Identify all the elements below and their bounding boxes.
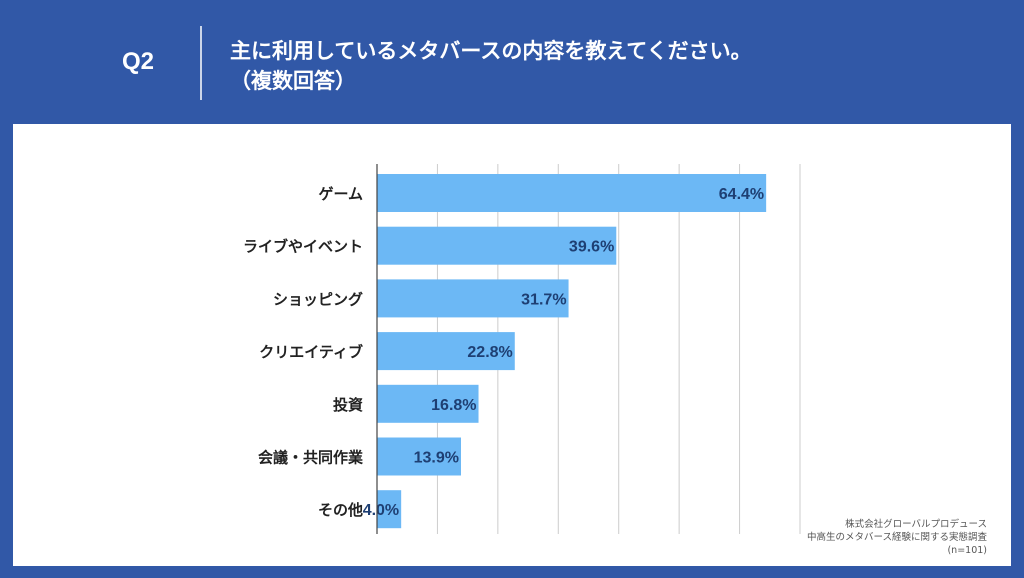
bar [377, 279, 569, 318]
chart-panel: ゲーム 64.4% ライブやイベント 39.6% ショッピング 31.7% クリエイティブ 2… [13, 124, 1011, 566]
source-sample-size: (n=101) [947, 545, 987, 556]
question-title-line1: 主に利用しているメタバースの内容を教えてください。 [230, 39, 752, 63]
bar [377, 490, 402, 529]
source-note: 株式会社グローバルプロデュース 中高生のメタバース経験に関する実態調査 (n=1… [807, 518, 987, 557]
bar [377, 174, 767, 212]
data-label: 13.9% [414, 450, 459, 467]
bar [377, 332, 515, 371]
data-label: 31.7% [521, 291, 566, 308]
header-divider [200, 26, 202, 100]
question-number: Q2 [122, 48, 155, 75]
data-label: 16.8% [431, 397, 476, 414]
question-title-line2: （複数回答） [230, 69, 356, 93]
bar [377, 226, 617, 265]
data-label: 4.0% [363, 502, 399, 519]
bar-chart: ゲーム 64.4% ライブやイベント 39.6% ショッピング 31.7% クリエイティブ 2… [243, 164, 801, 534]
category-label: 投資 [333, 396, 363, 414]
source-survey: 中高生のメタバース経験に関する実態調査 [806, 532, 987, 543]
bar [377, 437, 461, 476]
category-label: ショッピング [273, 290, 363, 308]
category-label: ライブやイベント [243, 238, 363, 256]
question-title: 主に利用しているメタバースの内容を教えてください。 （複数回答） [230, 36, 752, 96]
data-label: 22.8% [467, 344, 512, 361]
data-label: 64.4% [719, 186, 764, 203]
category-label: クリエイティブ [259, 343, 363, 361]
data-label: 39.6% [569, 239, 614, 256]
category-label: 会議・共同作業 [258, 449, 364, 467]
category-label: ゲーム [318, 185, 363, 203]
category-label: その他 [318, 501, 363, 519]
source-company: 株式会社グローバルプロデュース [845, 519, 987, 530]
header: Q2 主に利用しているメタバースの内容を教えてください。 （複数回答） [0, 0, 1024, 124]
bar [377, 384, 479, 423]
